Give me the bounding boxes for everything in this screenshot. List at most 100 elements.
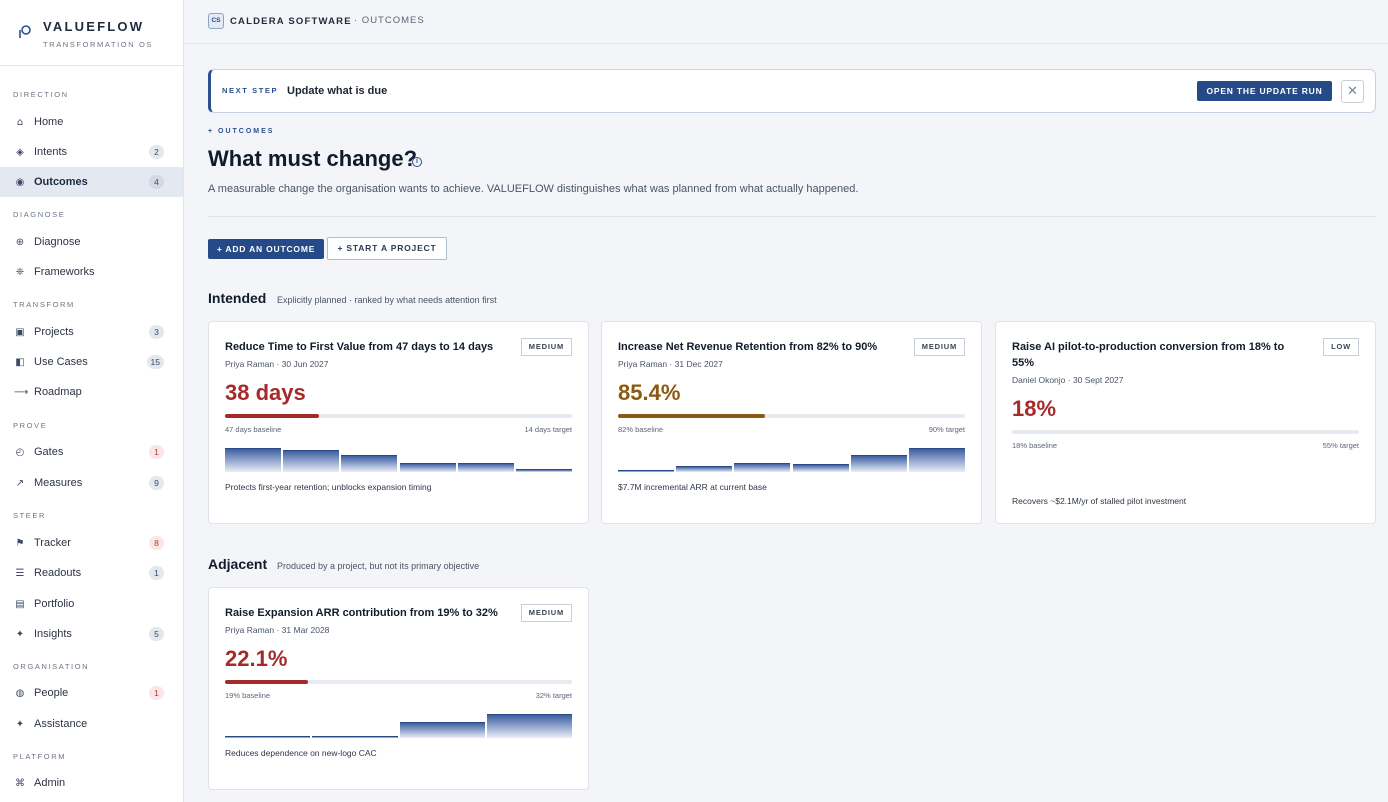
trend-bar bbox=[225, 448, 282, 472]
intended-section-subtitle: Explicitly planned · ranked by what need… bbox=[277, 295, 497, 305]
sidebar-item-label: Assistance bbox=[34, 718, 88, 730]
target-label: 55% target bbox=[1322, 441, 1359, 450]
outcome-title[interactable]: Raise AI pilot-to-production conversion … bbox=[1012, 341, 1285, 369]
trend-bar bbox=[618, 470, 675, 472]
outcome-title[interactable]: Increase Net Revenue Retention from 82% … bbox=[618, 341, 878, 353]
trend-sparkline bbox=[618, 448, 965, 472]
gate-icon: ◴ bbox=[15, 446, 25, 458]
globe-icon: ⊕ bbox=[15, 236, 25, 248]
current-value: 22.1% bbox=[225, 646, 288, 671]
sidebar-item-projects[interactable]: ▣ Projects 3 bbox=[0, 317, 183, 347]
outcome-card[interactable]: Increase Net Revenue Retention from 82% … bbox=[601, 321, 982, 524]
outcome-card[interactable]: Raise Expansion ARR contribution from 19… bbox=[208, 587, 589, 790]
sidebar-item-label: Diagnose bbox=[34, 236, 81, 248]
count-badge: 4 bbox=[149, 175, 164, 189]
count-badge: 2 bbox=[149, 145, 164, 159]
sidebar-item-tracker[interactable]: ⚑ Tracker 8 bbox=[0, 528, 183, 558]
sidebar-item-portfolio[interactable]: ▤ Portfolio bbox=[0, 589, 183, 619]
sidebar-item-admin[interactable]: ⌘ Admin bbox=[0, 768, 183, 798]
outcome-card[interactable]: Raise AI pilot-to-production conversion … bbox=[995, 321, 1376, 524]
trend-icon: ↗ bbox=[15, 477, 25, 489]
people-icon: ◍ bbox=[15, 687, 25, 699]
trend-bar bbox=[399, 463, 456, 472]
next-step-banner: NEXT STEP Update what is due OPEN THE UP… bbox=[208, 69, 1376, 113]
flag-icon: ⚑ bbox=[15, 537, 25, 549]
sidebar-item-home[interactable]: ⌂ Home bbox=[0, 107, 183, 137]
brand-subtitle: TRANSFORMATION OS bbox=[43, 40, 153, 49]
sidebar-item-measures[interactable]: ↗ Measures 9 bbox=[0, 468, 183, 498]
sidebar-item-insights[interactable]: ✦ Insights 5 bbox=[0, 619, 183, 649]
sidebar-item-diagnose[interactable]: ⊕ Diagnose bbox=[0, 227, 183, 257]
count-badge: 8 bbox=[149, 536, 164, 550]
current-value: 85.4% bbox=[618, 380, 681, 405]
progress-fill bbox=[225, 680, 309, 684]
page-description: A measurable change the organisation wan… bbox=[208, 183, 859, 195]
trend-bar bbox=[908, 448, 965, 472]
sidebar-item-label: Projects bbox=[34, 326, 74, 338]
outcome-owner-date: Daniel Okonjo · 30 Sept 2027 bbox=[1012, 375, 1124, 385]
sidebar-item-assistance[interactable]: ✦ Assistance bbox=[0, 709, 183, 739]
sidebar-item-readouts[interactable]: ☰ Readouts 1 bbox=[0, 558, 183, 588]
projects-icon: ▣ bbox=[15, 326, 25, 338]
brand-name: VALUEFLOW bbox=[43, 19, 145, 34]
intended-section-title: Intended bbox=[208, 290, 267, 306]
progress-bar bbox=[225, 680, 572, 684]
trend-sparkline bbox=[225, 448, 572, 472]
sparkle-icon: ✦ bbox=[15, 628, 25, 640]
outcome-card[interactable]: Reduce Time to First Value from 47 days … bbox=[208, 321, 589, 524]
nav-section-platform: PLATFORM bbox=[13, 752, 67, 761]
outcome-title[interactable]: Reduce Time to First Value from 47 days … bbox=[225, 341, 494, 353]
sidebar-item-label: Insights bbox=[34, 628, 72, 640]
sidebar-item-roadmap[interactable]: ⟶ Roadmap bbox=[0, 377, 183, 407]
sidebar-item-label: Home bbox=[34, 116, 64, 128]
trend-bar bbox=[341, 455, 398, 472]
portfolio-icon: ▤ bbox=[15, 598, 25, 610]
trend-bar bbox=[850, 455, 907, 472]
trend-bar bbox=[792, 464, 849, 472]
trend-bar bbox=[734, 463, 791, 472]
count-badge: 1 bbox=[149, 445, 164, 459]
adjacent-section-subtitle: Produced by a project, but not its prima… bbox=[277, 561, 480, 571]
use-cases-icon: ◧ bbox=[15, 356, 25, 368]
sidebar-item-people[interactable]: ◍ People 1 bbox=[0, 678, 183, 708]
start-project-button[interactable]: + START A PROJECT bbox=[327, 237, 447, 260]
priority-badge: MEDIUM bbox=[520, 604, 572, 622]
trend-sparkline bbox=[225, 714, 572, 738]
sidebar-item-intents[interactable]: ◈ Intents 2 bbox=[0, 137, 183, 167]
breadcrumb: · OUTCOMES bbox=[354, 15, 425, 26]
divider bbox=[208, 216, 1376, 217]
target-label: 32% target bbox=[535, 691, 572, 700]
baseline-label: 82% baseline bbox=[618, 425, 664, 434]
sidebar-item-label: Outcomes bbox=[34, 176, 88, 188]
baseline-label: 19% baseline bbox=[225, 691, 271, 700]
assistance-icon: ✦ bbox=[15, 718, 25, 730]
info-icon[interactable]: i bbox=[412, 157, 422, 167]
current-value: 38 days bbox=[225, 380, 306, 405]
sidebar-item-outcomes[interactable]: ◉ Outcomes 4 bbox=[0, 167, 183, 197]
close-icon[interactable]: ✕ bbox=[1341, 80, 1364, 103]
outcome-note: Recovers ~$2.1M/yr of stalled pilot inve… bbox=[1012, 496, 1187, 506]
add-outcome-button[interactable]: + ADD AN OUTCOME bbox=[208, 239, 324, 259]
trend-bar bbox=[312, 736, 398, 738]
sidebar-item-use-cases[interactable]: ◧ Use Cases 15 bbox=[0, 347, 183, 377]
outcome-note: Protects first-year retention; unblocks … bbox=[225, 482, 432, 492]
home-icon: ⌂ bbox=[16, 116, 24, 128]
open-update-run-button[interactable]: OPEN THE UPDATE RUN bbox=[1197, 81, 1332, 101]
target-label: 90% target bbox=[928, 425, 965, 434]
nav-section-diagnose: DIAGNOSE bbox=[13, 210, 66, 219]
sidebar-item-frameworks[interactable]: ❈ Frameworks bbox=[0, 257, 183, 287]
outcome-owner-date: Priya Raman · 31 Dec 2027 bbox=[618, 359, 723, 369]
frameworks-icon: ❈ bbox=[15, 266, 25, 278]
priority-badge: MEDIUM bbox=[913, 338, 965, 356]
nav-section-direction: DIRECTION bbox=[13, 90, 69, 99]
trend-bar bbox=[457, 463, 514, 472]
next-step-text: Update what is due bbox=[287, 85, 388, 97]
outcome-title[interactable]: Raise Expansion ARR contribution from 19… bbox=[225, 607, 498, 619]
page-title: What must change? bbox=[208, 146, 418, 171]
sidebar-item-gates[interactable]: ◴ Gates 1 bbox=[0, 437, 183, 467]
trend-bar bbox=[283, 450, 340, 472]
nav-section-prove: PROVE bbox=[13, 421, 48, 430]
page-eyebrow: + OUTCOMES bbox=[208, 128, 275, 135]
org-avatar[interactable]: CS bbox=[208, 13, 224, 29]
org-name[interactable]: CALDERA SOFTWARE bbox=[230, 16, 352, 27]
